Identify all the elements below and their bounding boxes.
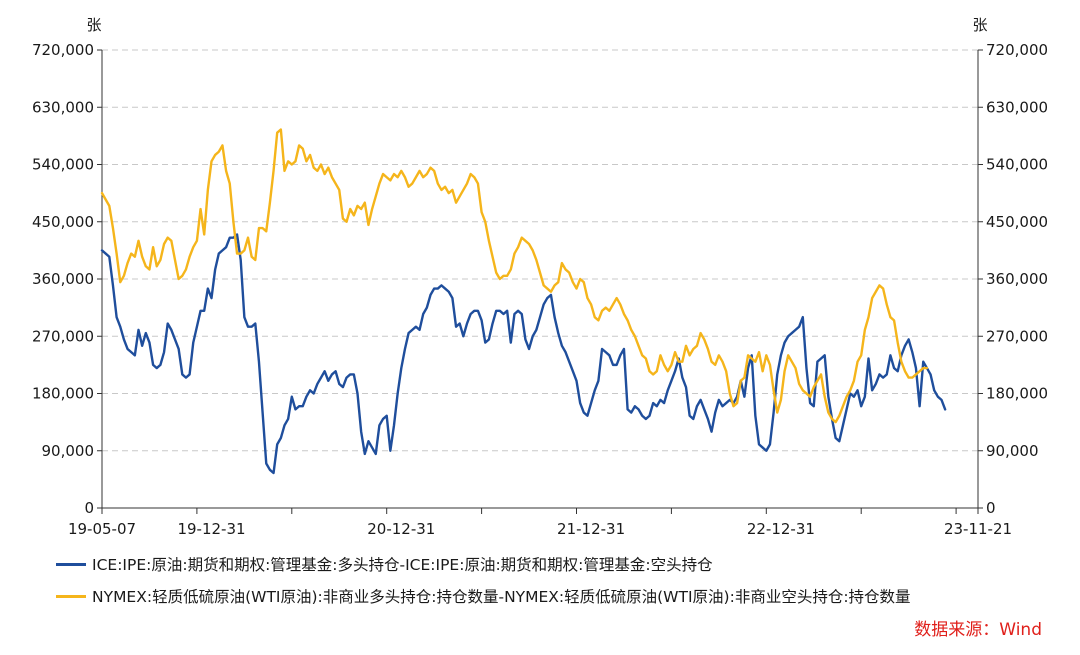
left-axis-unit: 张 <box>86 16 101 34</box>
right-y-tick-label: 540,000 <box>986 156 1048 174</box>
left-y-tick-label: 0 <box>84 499 94 517</box>
dual-axis-line-chart: 0 90,000 180,000 270,000 360,000 450,000 540,0… <box>32 16 1048 538</box>
left-y-tick-label: 630,000 <box>32 98 94 116</box>
legend-swatch-ice <box>56 562 86 566</box>
right-y-axis-ticks: 0 90,000 180,000 270,000 360,000 450,000 540,0… <box>978 41 1048 517</box>
left-y-tick-label: 360,000 <box>32 270 94 288</box>
series-line-nymex <box>100 128 929 424</box>
legend-label-nymex: NYMEX:轻质低硫原油(WTI原油):非商业多头持仓:持仓数量-NYMEX:轻… <box>92 588 911 606</box>
x-tick-label: 21-12-31 <box>557 520 625 538</box>
x-tick-label: 22-12-31 <box>747 520 815 538</box>
left-y-tick-label: 720,000 <box>32 41 94 59</box>
right-y-tick-label: 0 <box>986 499 996 517</box>
horizontal-gridlines <box>102 49 978 452</box>
left-y-tick-label: 90,000 <box>42 442 95 460</box>
right-y-tick-label: 720,000 <box>986 41 1048 59</box>
x-tick-label: 20-12-31 <box>367 520 435 538</box>
right-y-tick-label: 630,000 <box>986 98 1048 116</box>
x-tick-label: 19-12-31 <box>177 520 245 538</box>
left-y-axis-ticks: 0 90,000 180,000 270,000 360,000 450,000 540,0… <box>32 41 102 517</box>
left-y-tick-label: 450,000 <box>32 213 94 231</box>
series-lines <box>100 128 947 475</box>
x-axis-ticks: 19-05-07 19-12-31 20-12-31 21-12-31 22-12-31… <box>68 508 1012 538</box>
right-y-tick-label: 450,000 <box>986 213 1048 231</box>
legend-item-nymex-net-long: NYMEX:轻质低硫原油(WTI原油):非商业多头持仓:持仓数量-NYMEX:轻… <box>56 585 911 607</box>
legend-item-ice-net-long: ICE:IPE:原油:期货和期权:管理基金:多头持仓-ICE:IPE:原油:期货… <box>56 553 713 575</box>
series-line-ice <box>100 233 947 475</box>
legend-label-ice: ICE:IPE:原油:期货和期权:管理基金:多头持仓-ICE:IPE:原油:期货… <box>92 556 713 574</box>
right-y-tick-label: 180,000 <box>986 385 1048 403</box>
right-y-tick-label: 360,000 <box>986 270 1048 288</box>
legend-swatch-nymex <box>56 594 86 598</box>
source-note: 数据来源：Wind <box>914 620 1042 640</box>
left-y-tick-label: 540,000 <box>32 156 94 174</box>
left-y-tick-label: 180,000 <box>32 385 94 403</box>
x-tick-label: 19-05-07 <box>68 520 136 538</box>
left-y-tick-label: 270,000 <box>32 327 94 345</box>
right-axis-unit: 张 <box>972 16 987 34</box>
right-y-tick-label: 270,000 <box>986 327 1048 345</box>
x-tick-label: 23-11-21 <box>944 520 1012 538</box>
right-y-tick-label: 90,000 <box>986 442 1039 460</box>
